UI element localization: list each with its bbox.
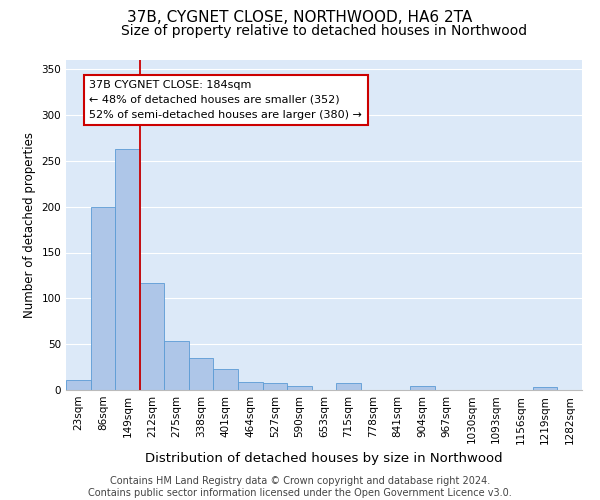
Title: Size of property relative to detached houses in Northwood: Size of property relative to detached ho… — [121, 24, 527, 38]
Y-axis label: Number of detached properties: Number of detached properties — [23, 132, 36, 318]
Bar — [533, 387, 557, 390]
Text: Contains HM Land Registry data © Crown copyright and database right 2024.
Contai: Contains HM Land Registry data © Crown c… — [88, 476, 512, 498]
Bar — [263, 382, 287, 390]
Text: 37B, CYGNET CLOSE, NORTHWOOD, HA6 2TA: 37B, CYGNET CLOSE, NORTHWOOD, HA6 2TA — [127, 10, 473, 25]
Bar — [66, 380, 91, 390]
Bar — [115, 149, 140, 390]
X-axis label: Distribution of detached houses by size in Northwood: Distribution of detached houses by size … — [145, 452, 503, 465]
Bar — [214, 369, 238, 390]
Bar — [91, 206, 115, 390]
Bar — [140, 283, 164, 390]
Bar — [336, 382, 361, 390]
Bar — [164, 342, 189, 390]
Bar — [287, 386, 312, 390]
Text: 37B CYGNET CLOSE: 184sqm
← 48% of detached houses are smaller (352)
52% of semi-: 37B CYGNET CLOSE: 184sqm ← 48% of detach… — [89, 80, 362, 120]
Bar — [238, 382, 263, 390]
Bar — [410, 386, 434, 390]
Bar — [189, 358, 214, 390]
